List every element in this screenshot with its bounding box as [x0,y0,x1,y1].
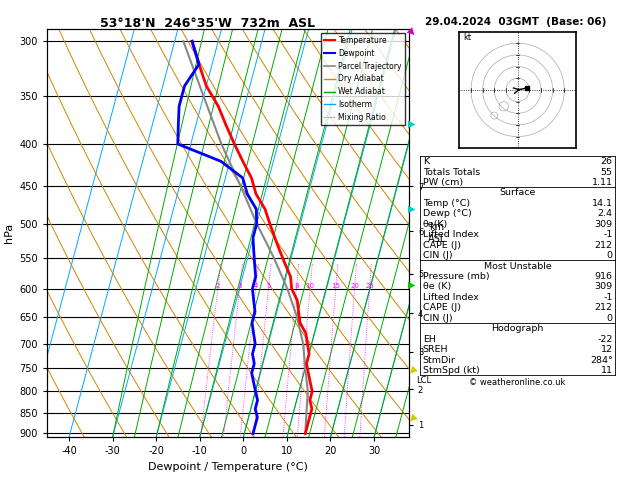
Text: 15: 15 [331,283,340,289]
Text: 916: 916 [594,272,613,281]
Text: Hodograph: Hodograph [491,324,544,333]
Legend: Temperature, Dewpoint, Parcel Trajectory, Dry Adiabat, Wet Adiabat, Isotherm, Mi: Temperature, Dewpoint, Parcel Trajectory… [321,33,405,125]
Text: ▶: ▶ [406,412,418,424]
Text: 11: 11 [601,366,613,375]
Text: 2: 2 [216,283,220,289]
Text: EH: EH [423,335,435,344]
Text: StmSpd (kt): StmSpd (kt) [423,366,479,375]
Text: kt: kt [463,33,471,42]
Text: K: K [423,157,429,166]
Text: 5: 5 [266,283,270,289]
Text: CIN (J): CIN (J) [423,251,452,260]
Text: ▶: ▶ [406,25,418,38]
Text: Lifted Index: Lifted Index [423,230,479,239]
Text: Dewp (°C): Dewp (°C) [423,209,472,218]
X-axis label: Dewpoint / Temperature (°C): Dewpoint / Temperature (°C) [148,462,308,472]
Text: 55: 55 [601,168,613,176]
Text: -1: -1 [603,230,613,239]
Text: 212: 212 [594,241,613,250]
Text: 14.1: 14.1 [592,199,613,208]
Text: CAPE (J): CAPE (J) [423,303,460,312]
Text: Pressure (mb): Pressure (mb) [423,272,489,281]
Text: PW (cm): PW (cm) [423,178,463,187]
Text: 25: 25 [365,283,374,289]
Text: θe (K): θe (K) [423,282,451,292]
Text: 20: 20 [350,283,359,289]
Text: Lifted Index: Lifted Index [423,293,479,302]
Text: Temp (°C): Temp (°C) [423,199,470,208]
Text: ▶: ▶ [408,204,416,214]
Text: 3: 3 [237,283,242,289]
Text: Totals Totals: Totals Totals [423,168,480,176]
Text: 2.4: 2.4 [598,209,613,218]
Text: 8: 8 [294,283,299,289]
Text: 29.04.2024  03GMT  (Base: 06): 29.04.2024 03GMT (Base: 06) [425,17,606,27]
Text: LCL: LCL [416,376,431,384]
Text: © weatheronline.co.uk: © weatheronline.co.uk [469,378,566,387]
Text: Surface: Surface [499,189,536,197]
Y-axis label: km
ASL: km ASL [428,223,446,244]
Text: ▶: ▶ [408,279,416,289]
Text: 0: 0 [606,251,613,260]
Text: CIN (J): CIN (J) [423,314,452,323]
Text: 1.11: 1.11 [592,178,613,187]
Text: θe(K): θe(K) [423,220,448,229]
Y-axis label: hPa: hPa [4,223,14,243]
Text: 12: 12 [601,345,613,354]
Text: ▶: ▶ [408,119,416,129]
Text: ▶: ▶ [406,363,418,376]
Text: Most Unstable: Most Unstable [484,261,552,271]
Text: 212: 212 [594,303,613,312]
Text: 284°: 284° [590,356,613,364]
Text: 4: 4 [253,283,258,289]
Text: -1: -1 [603,293,613,302]
Text: 10: 10 [306,283,314,289]
Text: 309: 309 [594,282,613,292]
Text: 26: 26 [601,157,613,166]
Text: StmDir: StmDir [423,356,455,364]
Text: SREH: SREH [423,345,448,354]
Text: -22: -22 [598,335,613,344]
Text: 53°18'N  246°35'W  732m  ASL: 53°18'N 246°35'W 732m ASL [100,17,315,30]
Text: CAPE (J): CAPE (J) [423,241,460,250]
Text: 309: 309 [594,220,613,229]
Text: 0: 0 [606,314,613,323]
